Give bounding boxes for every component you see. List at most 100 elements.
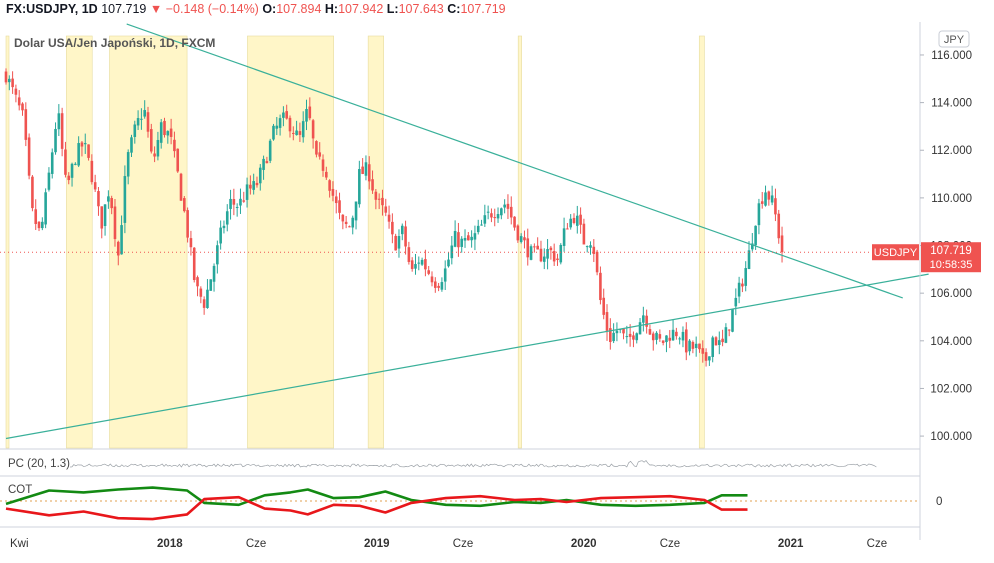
candle-body	[744, 268, 748, 286]
candle-body	[599, 272, 602, 301]
candle-body	[688, 340, 691, 352]
candle-body	[727, 329, 731, 331]
symbol-name[interactable]: FX:USDJPY, 1D	[6, 2, 98, 16]
candle-body	[325, 171, 328, 178]
candle-body	[635, 333, 639, 341]
change-down-icon: ▼	[149, 2, 163, 16]
candle-body	[301, 121, 305, 138]
candle-body	[64, 149, 67, 175]
candle-body	[77, 143, 80, 166]
candle-body	[354, 201, 358, 221]
candle-body	[585, 246, 589, 248]
low-label: L:	[386, 2, 399, 16]
candle-body	[24, 109, 28, 140]
candle-body	[714, 337, 718, 346]
candle-body	[47, 172, 51, 190]
candle-body	[678, 338, 681, 340]
x-tick-label: Cze	[867, 538, 887, 550]
candle-body	[202, 299, 206, 308]
candle-body	[410, 260, 414, 269]
candle-body	[651, 333, 655, 341]
candle-body	[414, 264, 417, 269]
candle-body	[295, 130, 298, 136]
candle-body	[668, 337, 672, 341]
candle-body	[31, 176, 34, 209]
candle-body	[552, 251, 556, 262]
candle-body	[377, 198, 381, 200]
candle-body	[642, 315, 645, 323]
trendlines	[5, 23, 929, 440]
pc-indicator-label[interactable]: PC (20, 1.3)	[8, 458, 70, 470]
candle-body	[420, 259, 424, 265]
price-change: −0.148 (−0.14%)	[165, 2, 259, 16]
candle-body	[34, 209, 38, 225]
candle-body	[549, 247, 553, 251]
candle-body	[404, 226, 407, 247]
candle-body	[694, 343, 698, 349]
candle-body	[110, 197, 113, 209]
candle-body	[427, 270, 430, 274]
candle-body	[509, 206, 513, 218]
candle-body	[364, 162, 368, 176]
candle-body	[67, 175, 71, 181]
candle-body	[734, 297, 738, 307]
pc-series	[69, 459, 877, 468]
candle-body	[704, 352, 708, 361]
candle-body	[252, 181, 255, 190]
candle-body	[186, 210, 189, 238]
candle-body	[282, 112, 285, 118]
candle-body	[648, 329, 652, 335]
candle-body	[691, 341, 695, 349]
candle-body	[143, 110, 146, 117]
candle-body	[443, 268, 447, 282]
candle-body	[754, 225, 757, 246]
candle-body	[344, 221, 348, 225]
y-tick-label: 114.000	[931, 98, 972, 110]
candle-body	[159, 122, 163, 143]
candle-body	[50, 152, 54, 174]
candle-body	[219, 227, 222, 244]
candle-body	[123, 176, 127, 223]
candle-body	[638, 322, 642, 335]
x-tick-label: 2021	[778, 538, 804, 550]
candle-body	[592, 246, 596, 254]
candle-body	[54, 128, 57, 153]
candle-body	[348, 226, 351, 228]
close-value: 107.719	[460, 2, 506, 16]
candle-body	[212, 265, 216, 282]
low-value: 107.643	[398, 2, 444, 16]
candle-body	[684, 329, 688, 353]
candle-body	[189, 238, 193, 248]
y-tick-label: 104.000	[930, 336, 972, 348]
candle-body	[21, 103, 24, 111]
candle-body	[519, 236, 523, 243]
candle-body	[328, 180, 331, 191]
candle-body	[87, 144, 90, 158]
candle-body	[358, 169, 361, 205]
candle-body	[262, 158, 265, 170]
candle-body	[169, 128, 173, 137]
candle-body	[268, 140, 272, 161]
candle-body	[711, 337, 714, 357]
currency-label: JPY	[944, 34, 965, 46]
candle-body	[381, 197, 384, 206]
candle-body	[249, 184, 252, 189]
candle-body	[199, 288, 203, 297]
candle-body	[760, 201, 764, 204]
cot-indicator-label[interactable]: COT	[8, 484, 33, 496]
candle-body	[467, 235, 470, 241]
candle-body	[41, 221, 44, 229]
cot-zero-label: 0	[936, 496, 942, 508]
candle-body	[721, 338, 724, 343]
candle-body	[609, 328, 612, 342]
candle-body	[397, 236, 401, 249]
chart-subtitle: Dolar USA/Jen Japoński, 1D, FXCM	[14, 36, 216, 50]
candle-body	[602, 297, 606, 315]
symbol-tag: USDJPY	[874, 247, 918, 259]
candle-body	[146, 112, 150, 132]
pc-indicator-pane	[69, 459, 877, 468]
candle-body	[460, 238, 464, 247]
candle-body	[179, 173, 183, 201]
candle-body	[258, 167, 262, 184]
